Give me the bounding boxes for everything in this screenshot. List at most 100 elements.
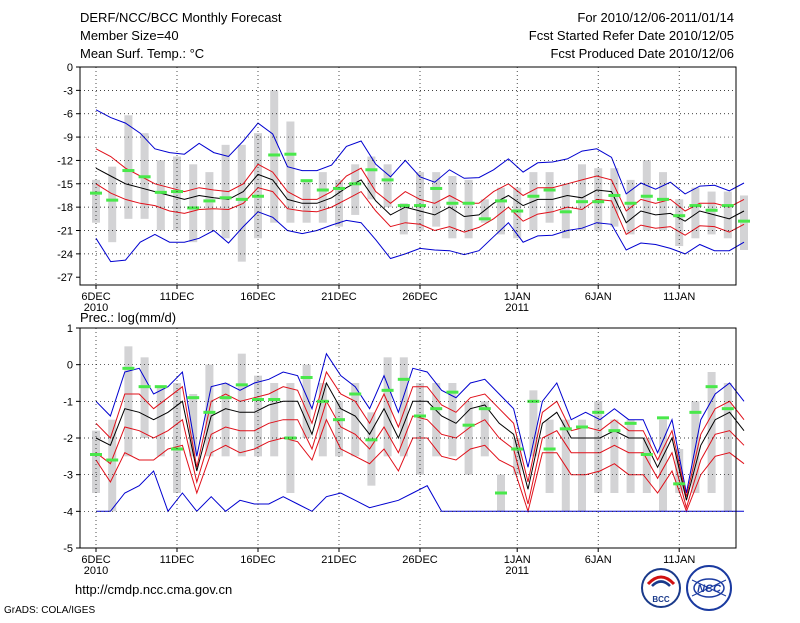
temp-ytick-label-0: 0	[67, 62, 73, 74]
temp-median-3	[138, 175, 151, 179]
figure-title: DERF/NCC/BCC Monthly Forecast	[80, 10, 282, 25]
prec-xtick-label-5: 1JAN	[504, 554, 531, 566]
prec-ytick-label-3: -2	[63, 433, 73, 445]
source-url[interactable]: http://cmdp.ncc.cma.gov.cn	[75, 582, 232, 597]
prec-box-13	[302, 364, 311, 438]
prec-box-22	[448, 383, 457, 457]
prec-median-32	[608, 429, 621, 433]
temp-series-min	[95, 211, 745, 263]
temperature-panel: 0 -3 -6 -9 -12 -15 -18 -21 -24 -27 6DEC 11DEC 16DEC 2…	[57, 62, 750, 314]
temp-box-1	[108, 166, 117, 243]
prec-median-7	[203, 410, 216, 414]
prec-box-4	[156, 386, 165, 457]
temp-median-1	[106, 198, 119, 202]
prec-box-14	[318, 383, 327, 457]
prec-box-38	[707, 372, 716, 493]
temp-year-label-1: 2011	[505, 302, 529, 314]
temp-ytick-label-9: -27	[57, 272, 73, 284]
prec-median-33	[624, 421, 637, 425]
temp-box-38	[707, 191, 716, 235]
temp-xtick-label-4: 26DEC	[402, 291, 438, 303]
prec-box-9	[237, 353, 246, 457]
temp-box-19	[399, 203, 408, 235]
prec-xtick-label-4: 26DEC	[402, 554, 438, 566]
temp-median-34	[640, 194, 653, 198]
prec-median-34	[640, 453, 653, 456]
prec-box-32	[610, 419, 619, 493]
prec-box-18	[383, 357, 392, 457]
prec-median-30	[576, 425, 588, 429]
temp-box-11	[270, 90, 279, 223]
temp-median-9	[235, 197, 248, 201]
temp-median-32	[608, 193, 621, 197]
member-size: Member Size=40	[80, 28, 179, 43]
prec-median-10	[252, 398, 264, 401]
prec-box-19	[399, 357, 408, 457]
precipitation-panel: 1 0 -1 -2 -3 -4 -5 6DEC 11DEC 16DEC 21DEC 26DEC 1JAN…	[63, 323, 745, 577]
prec-median-3	[138, 385, 151, 389]
temp-box-12	[286, 121, 295, 223]
temp-box-9	[237, 144, 246, 262]
prec-median-22	[446, 390, 459, 394]
prec-year-label-1: 2011	[505, 565, 529, 577]
prec-box-1	[108, 419, 117, 512]
prec-median-21	[430, 407, 443, 411]
prec-median-28	[543, 447, 556, 451]
temp-median-8	[219, 196, 232, 200]
prec-median-27	[527, 399, 540, 403]
temp-box-28	[545, 172, 554, 223]
prec-median-36	[673, 482, 686, 486]
prec-ytick-label-1: 0	[67, 360, 73, 372]
temp-box-10	[254, 133, 262, 239]
temp-median-22	[446, 201, 459, 205]
forecast-period: For 2010/12/06-2011/01/14	[577, 10, 734, 25]
fcst-started: Fcst Started Refer Date 2010/12/05	[529, 28, 734, 43]
temp-year-label-0: 2010	[84, 302, 108, 314]
prec-median-18	[381, 388, 394, 392]
temp-median-0	[90, 191, 102, 195]
temp-box-2	[124, 115, 133, 219]
prec-median-29	[559, 427, 572, 431]
prec-box-16	[351, 383, 360, 457]
prec-median-25	[495, 491, 507, 495]
prec-box-39	[723, 383, 732, 512]
temp-frame	[79, 66, 737, 286]
temp-ytick-label-1: -3	[63, 85, 73, 97]
temp-box-21	[432, 172, 441, 227]
temp-median-17	[365, 168, 378, 172]
prec-xtick-label-2: 16DEC	[240, 554, 276, 566]
prec-box-11	[270, 383, 279, 457]
temp-median-15	[333, 186, 345, 190]
ncc-logo: NCC	[686, 565, 732, 611]
prec-median-39	[721, 407, 734, 411]
temp-box-26	[513, 187, 522, 239]
prec-box-17	[367, 412, 376, 486]
prec-ytick-label-0: 1	[67, 323, 73, 335]
temp-median-25	[495, 199, 507, 203]
prec-year-label-0: 2010	[84, 565, 108, 577]
prec-median-1	[106, 458, 119, 462]
temp-median-21	[430, 186, 443, 190]
temp-xtick-label-5: 1JAN	[504, 291, 531, 303]
temp-series-max	[95, 109, 745, 195]
temp-box-4	[156, 160, 165, 231]
prec-xtick-label-0: 6DEC	[81, 554, 110, 566]
temp-median-23	[462, 201, 475, 205]
prec-box-31	[594, 401, 603, 493]
temp-xtick-label-6: 6JAN	[585, 291, 612, 303]
prec-median-23	[462, 423, 475, 427]
temp-median-29	[559, 210, 572, 214]
prec-box-21	[432, 383, 441, 457]
prec-median-9	[235, 383, 248, 387]
temp-median-30	[576, 200, 588, 204]
temp-ytick-label-4: -12	[57, 155, 73, 167]
temp-box-14	[318, 172, 327, 223]
prec-median-24	[478, 407, 491, 411]
prec-median-14	[316, 399, 329, 403]
temp-median-16	[349, 182, 362, 186]
temp-median-7	[203, 199, 216, 203]
temp-xtick-label-1: 11DEC	[160, 291, 195, 303]
prec-box-33	[626, 419, 635, 493]
prec-ytick-label-6: -5	[63, 543, 73, 555]
